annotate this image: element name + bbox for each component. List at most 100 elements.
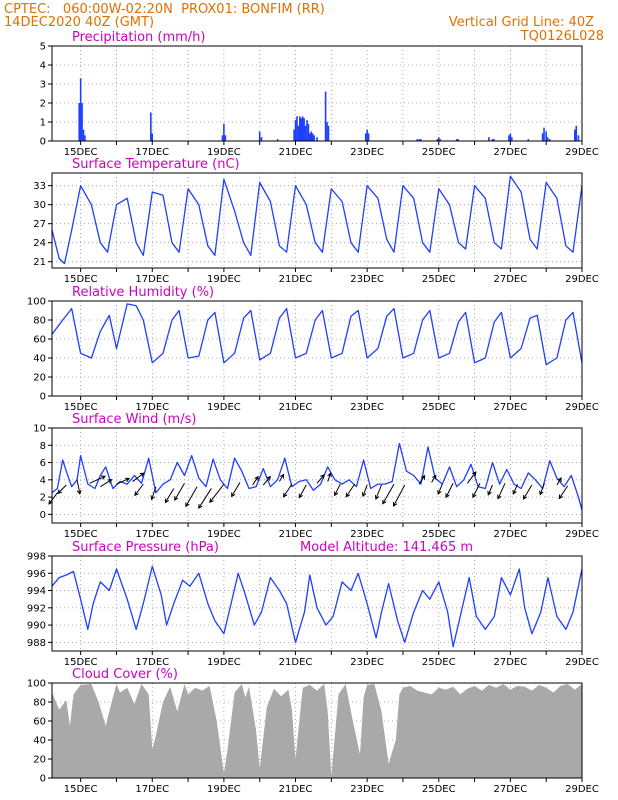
wind-arrow (523, 484, 533, 500)
wind-arrow (362, 484, 368, 497)
wind-arrow (487, 484, 493, 495)
y-tick-label: 60 (33, 335, 46, 346)
x-tick-label: 19DEC (207, 529, 241, 540)
precip-bar (294, 120, 297, 141)
precip-bar (223, 123, 225, 141)
x-tick-label: 25DEC (422, 402, 456, 413)
wind-arrow-head (437, 489, 442, 495)
series-line (51, 565, 583, 648)
x-tick-label: 29DEC (565, 402, 599, 413)
wind-arrow (393, 484, 406, 507)
y-tick-label: 80 (33, 698, 46, 709)
wind-arrow (431, 475, 437, 483)
x-tick-label: 29DEC (565, 784, 599, 795)
y-tick-label: 40 (33, 354, 46, 365)
wind-arrow (209, 483, 225, 503)
y-tick-label: 998 (27, 552, 46, 563)
x-tick-label: 21DEC (279, 274, 313, 285)
precip-bar (300, 118, 303, 141)
x-tick-label: 19DEC (207, 784, 241, 795)
wind-arrow-head (279, 473, 285, 479)
precip-bar (364, 133, 367, 141)
wind-arrow-head (48, 499, 53, 505)
wind-arrow (151, 486, 157, 500)
x-tick-label: 15DEC (64, 657, 98, 668)
series-line (51, 303, 583, 366)
precip-bar (511, 137, 513, 141)
y-tick-label: 0 (40, 137, 46, 148)
wind-arrow (164, 488, 175, 503)
wind-arrow (134, 483, 144, 496)
wind-arrow (316, 474, 325, 484)
x-tick-label: 23DEC (350, 402, 384, 413)
wind-arrow-head (282, 492, 288, 498)
wind-arrow (539, 483, 545, 495)
precip-bar (310, 131, 313, 141)
x-tick-label: 15DEC (64, 402, 98, 413)
y-tick-label: 100 (27, 297, 46, 308)
pressure-panel: Surface Pressure (hPa) Model Altitude: 1… (27, 540, 599, 668)
x-tick-label: 19DEC (207, 657, 241, 668)
header-date: 14DEC2020 40Z (GMT) (4, 15, 154, 30)
wind-arrow-head (298, 493, 303, 499)
precip-bar (221, 135, 224, 141)
precip-bar (366, 129, 368, 141)
plot-frame (51, 427, 583, 524)
wind-arrow (89, 475, 106, 484)
precip-bar (306, 120, 308, 141)
precip-bar (455, 139, 458, 141)
y-tick-label: 990 (27, 621, 46, 632)
x-tick-label: 15DEC (64, 784, 98, 795)
precip-bar (575, 125, 578, 141)
cloud-cover-title: Cloud Cover (%) (72, 667, 178, 682)
wind-arrow (418, 475, 426, 485)
wind-arrow (100, 479, 112, 488)
precip-bar (84, 135, 86, 141)
model-altitude-annotation: Model Altitude: 141.465 m (300, 540, 473, 555)
x-tick-label: 19DEC (207, 147, 241, 158)
precip-bar (151, 133, 154, 141)
precip-bar (543, 127, 545, 141)
wind-arrow-head (254, 475, 259, 481)
x-tick-label: 19DEC (207, 274, 241, 285)
x-tick-label: 17DEC (135, 402, 169, 413)
wind-arrow (497, 483, 506, 499)
precip-bar (81, 103, 83, 141)
wind-arrow (116, 478, 130, 485)
series-line (51, 442, 583, 511)
wind-arrow-head (539, 490, 544, 496)
wind-arrow (185, 486, 198, 507)
wind-arrow (283, 483, 293, 498)
precip-bar (546, 137, 549, 141)
wind-arrow (298, 484, 307, 498)
x-tick-label: 17DEC (135, 657, 169, 668)
wind-arrow (76, 479, 81, 494)
wind-arrow-head (134, 491, 139, 497)
x-tick-label: 25DEC (422, 784, 456, 795)
y-tick-label: 994 (27, 586, 46, 597)
precip-bar (509, 133, 512, 141)
humidity-panel: Relative Humidity (%) 0 20 40 60 80 100 15DEC 1… (27, 285, 599, 413)
precip-bar (297, 125, 300, 141)
series-line (51, 175, 583, 265)
y-tick-label: 0 (40, 510, 46, 521)
x-tick-label: 15DEC (64, 147, 98, 158)
x-tick-label: 23DEC (350, 657, 384, 668)
precip-bar (260, 137, 263, 141)
pressure-title: Surface Pressure (hPa) (72, 540, 219, 555)
precip-bar (258, 131, 261, 141)
y-tick-label: 24 (33, 238, 46, 249)
y-tick-label: 10 (33, 424, 46, 435)
x-tick-label: 27DEC (494, 529, 528, 540)
x-tick-label: 29DEC (565, 147, 599, 158)
wind-arrow (375, 484, 382, 500)
precip-bar (367, 133, 370, 141)
temperature-panel: Surface Temperature (nC) 21 24 27 30 33 15DEC… (33, 157, 599, 285)
precip-bar (79, 78, 82, 141)
wind-arrow (437, 483, 443, 495)
wind-arrow-head (150, 495, 155, 501)
precip-bar (527, 139, 530, 141)
wind-arrow-head (392, 501, 398, 507)
x-tick-label: 23DEC (350, 147, 384, 158)
